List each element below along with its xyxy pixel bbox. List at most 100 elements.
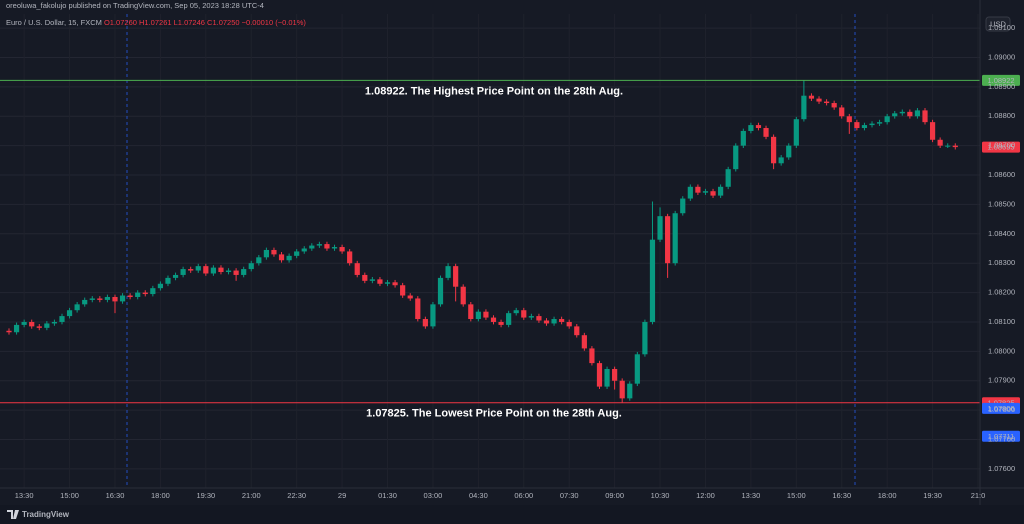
candle-body bbox=[839, 107, 845, 117]
candle-body bbox=[786, 145, 792, 158]
candle-body bbox=[44, 323, 50, 328]
candle-body bbox=[808, 95, 815, 99]
candle-body bbox=[823, 101, 830, 104]
x-tick-label: 22:30 bbox=[287, 491, 306, 500]
candle-body bbox=[6, 330, 12, 333]
logo-icon bbox=[7, 510, 19, 519]
price-tag bbox=[982, 430, 1020, 442]
currency-button[interactable] bbox=[985, 16, 1011, 32]
y-tick-label: 1.07700 bbox=[988, 434, 1015, 443]
y-tick-label: 1.08100 bbox=[988, 317, 1015, 326]
candle-body bbox=[914, 110, 921, 117]
y-tick-label: 1.07600 bbox=[988, 464, 1015, 473]
candle-body bbox=[119, 295, 126, 302]
footer-bar bbox=[0, 505, 1024, 524]
candle-body bbox=[687, 186, 693, 199]
candles bbox=[6, 80, 958, 403]
candle-body bbox=[528, 316, 534, 318]
candle-body bbox=[642, 321, 648, 355]
candle-body bbox=[59, 316, 65, 322]
candle-body bbox=[740, 130, 746, 146]
candle-body bbox=[710, 191, 716, 196]
candle-body bbox=[861, 125, 868, 129]
candle-body bbox=[869, 123, 875, 126]
candle-body bbox=[36, 326, 42, 328]
candle-body bbox=[884, 116, 890, 123]
candle-body bbox=[460, 286, 466, 305]
candle-body bbox=[66, 310, 73, 317]
candle-body bbox=[263, 249, 269, 258]
x-tick-label: 19:30 bbox=[196, 491, 215, 500]
candle-body bbox=[195, 266, 201, 271]
x-tick-label: 12:00 bbox=[696, 491, 715, 500]
x-tick-label: 19:30 bbox=[923, 491, 942, 500]
candle-body bbox=[521, 310, 527, 318]
candle-body bbox=[937, 139, 943, 146]
price-tag-label: 1.08695 bbox=[987, 143, 1014, 152]
candle-body bbox=[150, 288, 156, 295]
candle-body bbox=[793, 119, 799, 146]
x-tick-label: 03:00 bbox=[424, 491, 443, 500]
candle-body bbox=[301, 248, 307, 252]
candle-body bbox=[748, 125, 754, 131]
x-tick-label: 18:00 bbox=[151, 491, 170, 500]
x-tick-label: 07:30 bbox=[560, 491, 579, 500]
legend-high: H1.07261 bbox=[139, 18, 172, 27]
x-tick-label: 06:00 bbox=[514, 491, 533, 500]
candle-body bbox=[892, 113, 898, 117]
candle-body bbox=[468, 304, 474, 320]
price-tag bbox=[982, 141, 1020, 153]
candle-body bbox=[771, 136, 777, 164]
y-tick-label: 1.07800 bbox=[988, 405, 1015, 414]
legend-title: Euro / U.S. Dollar, 15, FXCM bbox=[6, 18, 102, 27]
candle-body bbox=[755, 125, 762, 129]
candle-body bbox=[907, 111, 913, 117]
x-tick-label: 21:0 bbox=[971, 491, 986, 500]
y-tick-label: 1.08000 bbox=[988, 346, 1015, 355]
price-tag-label: 1.07825 bbox=[987, 398, 1014, 407]
candle-body bbox=[680, 198, 686, 214]
x-tick-label: 09:00 bbox=[605, 491, 624, 500]
price-tag-label: 1.07711 bbox=[988, 432, 1015, 441]
candle-body bbox=[309, 245, 315, 249]
candle-body bbox=[422, 319, 428, 327]
annotation: 1.08922. The Highest Price Point on the … bbox=[365, 85, 623, 97]
candle-body bbox=[929, 122, 936, 140]
candle-body bbox=[165, 277, 171, 284]
candle-body bbox=[574, 326, 580, 336]
currency-label[interactable]: USD bbox=[990, 19, 1006, 28]
legend-close: C1.07250 bbox=[207, 18, 240, 27]
x-tick-label: 16:30 bbox=[106, 491, 125, 500]
y-tick-label: 1.08500 bbox=[988, 199, 1015, 208]
candle-body bbox=[286, 255, 292, 261]
candle-body bbox=[241, 269, 247, 275]
candle-body bbox=[876, 122, 883, 124]
candle-body bbox=[672, 213, 678, 264]
candle-body bbox=[483, 311, 489, 318]
candle-body bbox=[203, 266, 209, 274]
x-tick-label: 10:30 bbox=[651, 491, 670, 500]
candle-body bbox=[51, 321, 58, 324]
x-tick-label: 15:00 bbox=[787, 491, 806, 500]
x-tick-label: 18:00 bbox=[878, 491, 897, 500]
legend-change: −0.00010 (−0.01%) bbox=[242, 18, 307, 27]
candle-body bbox=[29, 321, 35, 327]
candle-body bbox=[13, 324, 20, 333]
candle-body bbox=[649, 239, 656, 322]
candle-body bbox=[665, 216, 671, 264]
candle-body bbox=[188, 269, 194, 271]
x-tick-label: 13:30 bbox=[15, 491, 34, 500]
overlay: 1.08922. The Highest Price Point on the … bbox=[0, 74, 1020, 442]
candle-body bbox=[702, 191, 709, 193]
y-tick-label: 1.08900 bbox=[988, 82, 1015, 91]
candle-body bbox=[142, 292, 148, 295]
candle-body bbox=[952, 145, 958, 148]
candle-body bbox=[619, 380, 625, 399]
candle-body bbox=[513, 310, 519, 314]
candle-body bbox=[612, 368, 618, 381]
x-tick-label: 29 bbox=[338, 491, 346, 500]
price-tag bbox=[982, 402, 1020, 414]
candle-body bbox=[801, 95, 807, 120]
